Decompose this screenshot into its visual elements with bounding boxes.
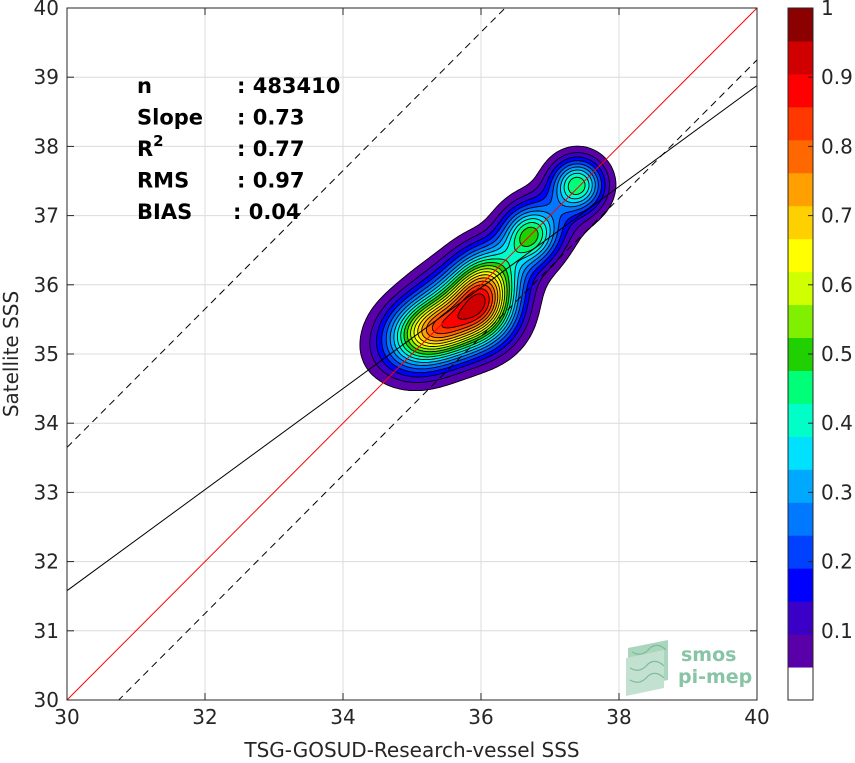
colorbar-band-0 xyxy=(788,667,813,701)
stat-value-0: : 483410 xyxy=(237,74,340,98)
x-tick-label-0: 30 xyxy=(54,705,79,729)
y-tick-label-7: 37 xyxy=(34,204,59,228)
contour-fill-18 xyxy=(457,293,486,320)
stat-label-0: n xyxy=(137,74,152,98)
contour-line-10 xyxy=(406,265,508,353)
colorbar-band-9 xyxy=(788,370,813,404)
stat-value-2: : 0.77 xyxy=(237,137,305,161)
identity-line xyxy=(67,8,757,700)
axis-ticks: 30 32 34 36 38 40 30 31 32 33 34 35 36 37 38 39 40 xyxy=(34,0,770,729)
colorbar: 0.1 0.2 0.3 0.4 0.5 0.6 0.7 0.8 0.9 1 xyxy=(787,0,853,701)
colorbar-tick-label-3: 0.4 xyxy=(821,411,853,435)
contour-line-4 xyxy=(385,163,599,370)
smos-pi-mep-logo: smos pi-mep xyxy=(626,640,752,696)
stat-value-4: : 0.04 xyxy=(233,200,301,224)
contour-line-2 xyxy=(376,156,606,378)
y-tick-label-6: 36 xyxy=(34,273,59,297)
colorbar-band-17 xyxy=(788,106,813,141)
colorbar-band-18 xyxy=(788,73,813,108)
upper-bound-line xyxy=(67,8,506,448)
contour-line-3 xyxy=(381,160,602,374)
colorbar-tick-label-5: 0.6 xyxy=(821,273,853,297)
y-tick-label-5: 35 xyxy=(34,342,59,366)
contour-line-13 xyxy=(417,274,501,345)
colorbar-tick-label-0: 0.1 xyxy=(821,619,853,643)
contour-line-7 xyxy=(396,172,590,361)
colorbar-band-8 xyxy=(788,403,813,437)
colorbar-band-12 xyxy=(788,271,813,306)
colorbar-band-14 xyxy=(788,205,813,240)
colorbar-band-11 xyxy=(788,304,813,339)
logo-text-pimep: pi-mep xyxy=(678,666,752,688)
reference-lines xyxy=(67,8,757,700)
colorbar-band-6 xyxy=(788,469,813,503)
contour-line-14 xyxy=(421,277,499,342)
colorbar-tick-label-1: 0.2 xyxy=(821,550,853,574)
lower-bound-line xyxy=(118,59,757,700)
y-tick-label-10: 40 xyxy=(34,0,59,20)
contour-line-8 xyxy=(400,176,586,358)
y-tick-label-3: 33 xyxy=(34,480,59,504)
colorbar-band-13 xyxy=(788,238,813,273)
colorbar-tick-label-2: 0.3 xyxy=(821,480,853,504)
colorbar-tick-label-6: 0.7 xyxy=(821,204,853,228)
colorbar-band-2 xyxy=(788,601,813,635)
x-tick-label-1: 32 xyxy=(192,705,217,729)
contour-line-6 xyxy=(393,169,593,363)
stat-label-1: Slope xyxy=(137,106,203,130)
colorbar-band-15 xyxy=(788,172,813,207)
stat-label-2: R2 xyxy=(137,132,164,161)
y-tick-label-1: 31 xyxy=(34,619,59,643)
x-tick-label-5: 40 xyxy=(744,705,769,729)
colorbar-band-19 xyxy=(788,40,813,75)
x-tick-label-2: 34 xyxy=(330,705,355,729)
x-tick-label-4: 38 xyxy=(606,705,631,729)
y-tick-label-0: 30 xyxy=(34,688,59,712)
colorbar-band-1 xyxy=(788,634,813,668)
stat-value-1: : 0.73 xyxy=(237,106,305,130)
stat-label-4: BIAS xyxy=(137,200,192,224)
logo-text-smos: smos xyxy=(681,644,736,666)
colorbar-band-16 xyxy=(788,139,813,174)
contour-line-18 xyxy=(457,293,486,320)
contour-line-11 xyxy=(410,268,506,350)
colorbar-tick-label-9: 1 xyxy=(821,0,834,20)
x-tick-label-3: 36 xyxy=(468,705,493,729)
logo-wave-icon xyxy=(626,640,668,696)
colorbar-tick-label-7: 0.8 xyxy=(821,134,853,158)
y-tick-label-4: 34 xyxy=(34,411,59,435)
colorbar-tick-label-8: 0.9 xyxy=(821,65,853,89)
contour-line-1 xyxy=(369,152,610,383)
y-tick-label-2: 32 xyxy=(34,550,59,574)
regression-line xyxy=(67,85,757,592)
y-tick-label-8: 38 xyxy=(34,134,59,158)
stat-value-3: : 0.97 xyxy=(237,169,305,193)
y-axis-label: Satellite SSS xyxy=(0,291,23,417)
y-tick-label-9: 39 xyxy=(34,65,59,89)
colorbar-band-5 xyxy=(788,502,813,536)
contour-line-15 xyxy=(425,280,496,339)
colorbar-band-7 xyxy=(788,436,813,470)
colorbar-tick-label-4: 0.5 xyxy=(821,342,853,366)
contour-line-5 xyxy=(389,166,596,366)
colorbar-band-20 xyxy=(788,8,813,42)
x-axis-label: TSG-GOSUD-Research-vessel SSS xyxy=(243,738,579,762)
stat-label-3: RMS xyxy=(137,169,189,193)
colorbar-band-3 xyxy=(788,568,813,602)
contour-line-0 xyxy=(359,145,617,392)
stats-box: n : 483410 Slope : 0.73 R2 : 0.77 RMS : 0.97 BIA… xyxy=(137,74,340,224)
colorbar-band-4 xyxy=(788,535,813,569)
